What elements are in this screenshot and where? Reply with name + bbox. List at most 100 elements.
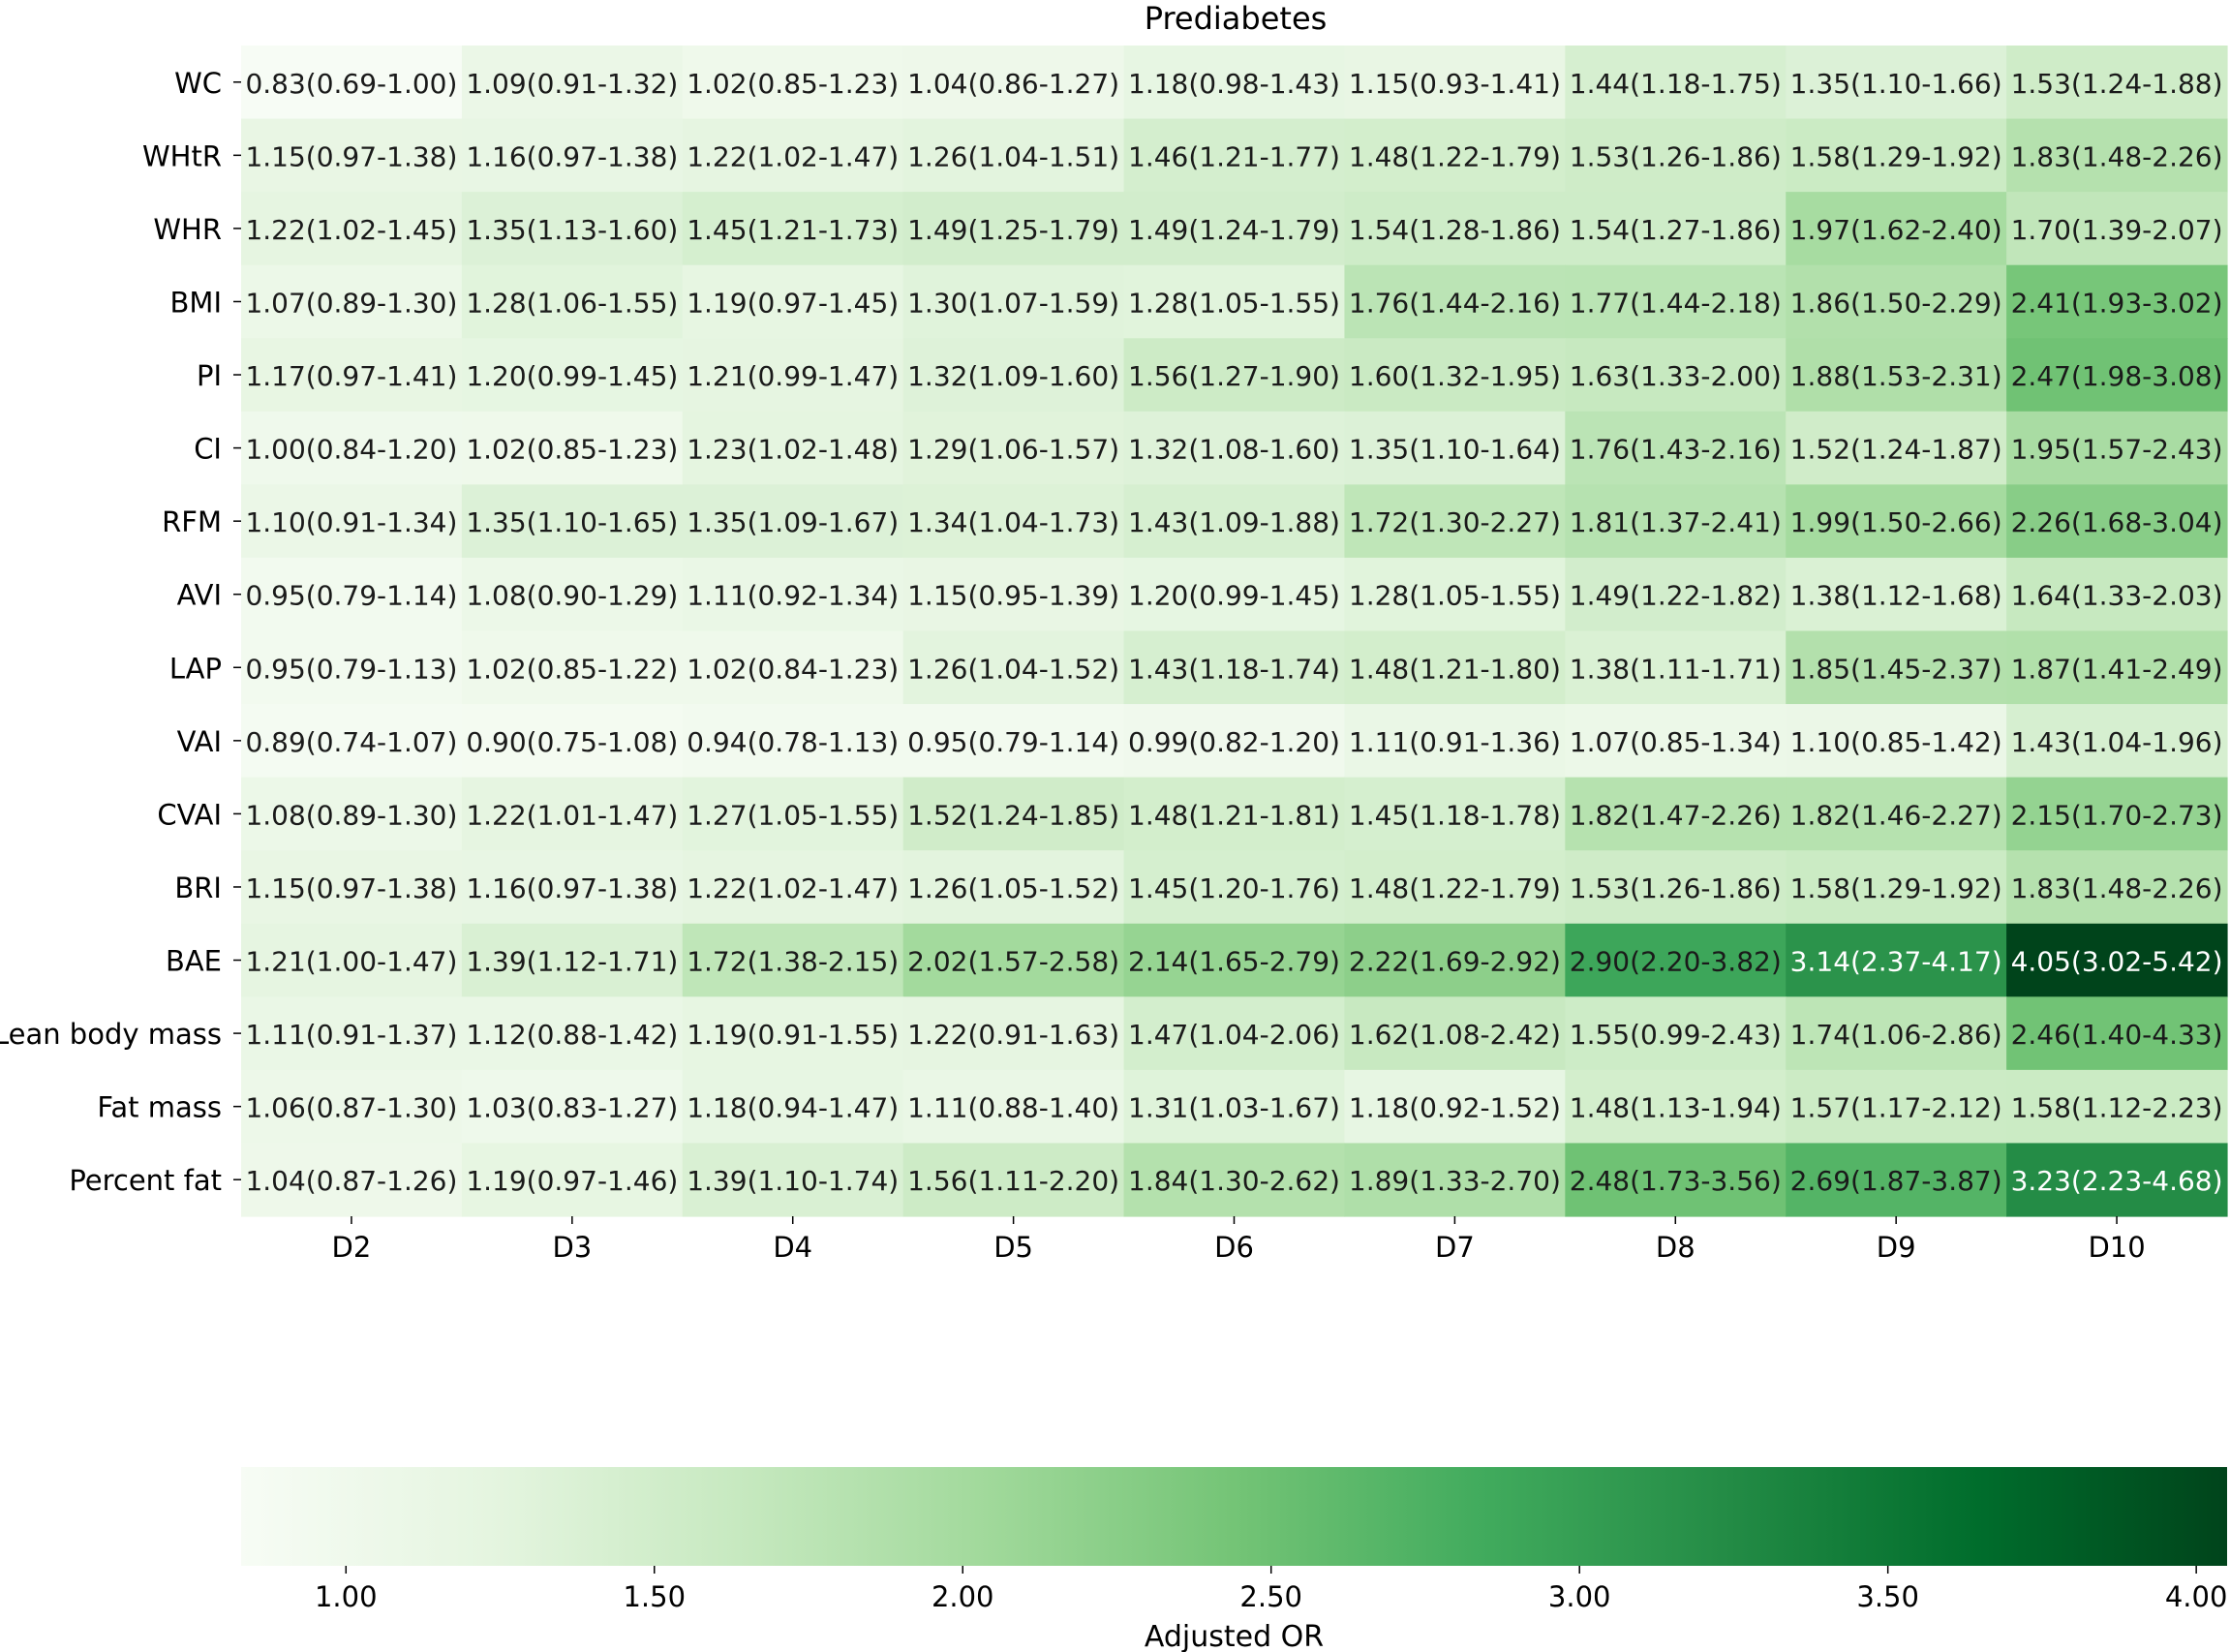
heatmap-cell xyxy=(682,996,904,1071)
cell-label: 1.86(1.50-2.29) xyxy=(1790,287,2002,319)
heatmap-cell xyxy=(461,557,684,632)
heatmap-cell xyxy=(241,630,463,705)
cell-label: 1.16(0.97-1.38) xyxy=(466,872,678,904)
heatmap-cell xyxy=(1786,46,2007,120)
cell-label: 1.49(1.24-1.79) xyxy=(1128,214,1340,246)
colorbar-gradient xyxy=(241,1467,2227,1566)
x-tick-label: D2 xyxy=(332,1231,372,1264)
heatmap-cell xyxy=(1565,996,1787,1071)
heatmap-cell xyxy=(2006,557,2228,632)
cell-label: 1.21(0.99-1.47) xyxy=(687,360,899,392)
heatmap-cell xyxy=(1565,1143,1787,1217)
cell-label: 1.39(1.10-1.74) xyxy=(687,1165,899,1197)
heatmap-cell xyxy=(902,411,1125,485)
heatmap-cell xyxy=(1565,192,1787,266)
heatmap-cell xyxy=(902,1143,1125,1217)
heatmap-cell xyxy=(2006,777,2228,851)
heatmap-cell xyxy=(902,338,1125,413)
heatmap-cell xyxy=(1565,118,1787,193)
heatmap-cell xyxy=(1565,1069,1787,1145)
cell-label: 1.02(0.85-1.23) xyxy=(687,68,899,100)
cell-label: 1.22(1.02-1.47) xyxy=(687,872,899,904)
heatmap-cell xyxy=(461,996,684,1071)
cell-label: 1.11(0.88-1.40) xyxy=(907,1092,1119,1124)
cell-label: 1.31(1.03-1.67) xyxy=(1128,1092,1340,1124)
cell-label: 1.15(0.97-1.38) xyxy=(245,140,457,172)
cell-label: 1.70(1.39-2.07) xyxy=(2011,214,2223,246)
colorbar-ticks: 1.00 1.50 2.00 2.50 3.00 3.50 4.00 xyxy=(315,1566,2227,1613)
cell-label: 1.48(1.22-1.79) xyxy=(1349,872,1561,904)
cell-label: 1.10(0.85-1.42) xyxy=(1790,726,2002,758)
heatmap-cell xyxy=(902,1069,1125,1145)
heatmap-cell xyxy=(241,46,463,120)
heatmap-cell xyxy=(2006,850,2228,925)
heatmap-cell xyxy=(902,192,1125,266)
heatmap-cell xyxy=(1786,923,2007,997)
cell-label: 1.22(1.01-1.47) xyxy=(466,799,678,831)
heatmap-cell xyxy=(1786,630,2007,705)
cell-label: 4.05(3.02-5.42) xyxy=(2011,946,2223,978)
heatmap-cell xyxy=(902,923,1125,997)
cell-label: 1.99(1.50-2.66) xyxy=(1790,506,2002,538)
cell-label: 1.35(1.13-1.60) xyxy=(466,214,678,246)
cell-label: 1.23(1.02-1.48) xyxy=(687,434,899,466)
cell-label: 1.06(0.87-1.30) xyxy=(245,1092,457,1124)
heatmap-cell xyxy=(902,777,1125,851)
cell-label: 1.88(1.53-2.31) xyxy=(1790,360,2002,392)
cell-label: 1.26(1.04-1.52) xyxy=(907,653,1119,685)
heatmap-cell xyxy=(241,777,463,851)
cell-label: 1.02(0.85-1.23) xyxy=(466,434,678,466)
heatmap-cell xyxy=(1565,630,1787,705)
cell-label: 1.74(1.06-2.86) xyxy=(1790,1019,2002,1051)
cell-label: 1.29(1.06-1.57) xyxy=(907,434,1119,466)
colorbar-tick-label: 2.00 xyxy=(932,1580,994,1613)
heatmap-cell xyxy=(1344,264,1566,339)
cell-label: 1.48(1.13-1.94) xyxy=(1570,1092,1782,1124)
cell-label: 1.15(0.95-1.39) xyxy=(907,580,1119,612)
heatmap-cell xyxy=(1786,704,2007,779)
heatmap-cell xyxy=(1344,557,1566,632)
heatmap-cell xyxy=(2006,192,2228,266)
y-tick-label: CVAI xyxy=(157,798,222,831)
colorbar: 1.00 1.50 2.00 2.50 3.00 3.50 4.00 Adjusted OR xyxy=(241,1467,2227,1652)
cell-label: 2.46(1.40-4.33) xyxy=(2011,1019,2223,1051)
heatmap-cell xyxy=(1123,264,1346,339)
heatmap-cell xyxy=(1565,557,1787,632)
cell-label: 1.85(1.45-2.37) xyxy=(1790,653,2002,685)
cell-label: 2.14(1.65-2.79) xyxy=(1128,946,1340,978)
cell-label: 1.58(1.12-2.23) xyxy=(2011,1092,2223,1124)
heatmap-cell xyxy=(241,923,463,997)
heatmap-cell xyxy=(1786,557,2007,632)
cell-label: 1.62(1.08-2.42) xyxy=(1349,1019,1561,1051)
y-tick-label: AVI xyxy=(177,579,222,612)
x-tick-label: D6 xyxy=(1214,1231,1254,1264)
heatmap-cell xyxy=(902,704,1125,779)
y-tick-label: Fat mass xyxy=(97,1091,222,1124)
cell-label: 1.57(1.17-2.12) xyxy=(1790,1092,2002,1124)
cell-label: 1.58(1.29-1.92) xyxy=(1790,140,2002,172)
cell-label: 1.77(1.44-2.18) xyxy=(1570,287,1782,319)
cell-label: 1.20(0.99-1.45) xyxy=(466,360,678,392)
cell-label: 1.00(0.84-1.20) xyxy=(245,434,457,466)
heatmap-cell xyxy=(682,1143,904,1217)
heatmap-cell xyxy=(461,46,684,120)
cell-label: 1.56(1.11-2.20) xyxy=(907,1165,1119,1197)
colorbar-tick-label: 3.00 xyxy=(1548,1580,1611,1613)
cell-label: 1.46(1.21-1.77) xyxy=(1128,140,1340,172)
heatmap-cell xyxy=(1565,484,1787,559)
cell-label: 1.55(0.99-2.43) xyxy=(1570,1019,1782,1051)
cell-label: 1.87(1.41-2.49) xyxy=(2011,653,2223,685)
heatmap-cell xyxy=(1123,557,1346,632)
cell-label: 1.11(0.91-1.37) xyxy=(245,1019,457,1051)
cell-label: 0.95(0.79-1.14) xyxy=(245,580,457,612)
heatmap-cell xyxy=(1565,411,1787,485)
heatmap-cell xyxy=(241,996,463,1071)
cell-label: 3.14(2.37-4.17) xyxy=(1790,946,2002,978)
y-tick-label: Percent fat xyxy=(69,1164,222,1197)
heatmap-cell xyxy=(1123,484,1346,559)
heatmap-cell xyxy=(2006,484,2228,559)
x-tick-label: D10 xyxy=(2088,1231,2145,1264)
y-tick-label: BRI xyxy=(174,872,222,904)
y-axis-labels: WC WHtR WHR BMI PI CI RFM AVI LAP VAI CVAI BRI BAE Le… xyxy=(0,67,241,1197)
